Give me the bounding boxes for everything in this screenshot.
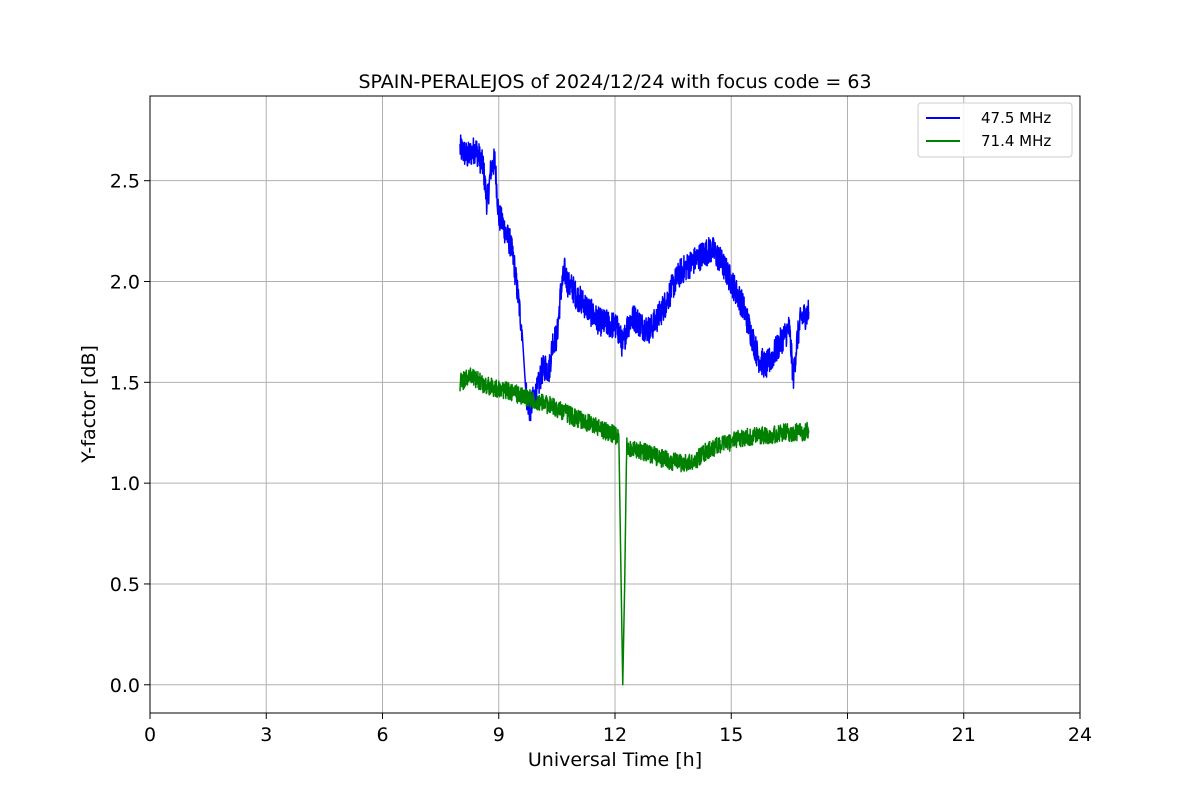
x-tick-label: 3 bbox=[260, 724, 272, 746]
y-tick-label: 0.0 bbox=[110, 675, 140, 697]
x-tick-label: 6 bbox=[376, 724, 388, 746]
x-tick-label: 9 bbox=[493, 724, 505, 746]
legend: 47.5 MHz 71.4 MHz bbox=[917, 102, 1073, 158]
y-tick-label: 2.0 bbox=[110, 272, 140, 294]
legend-box bbox=[917, 102, 1073, 158]
series-line-0 bbox=[459, 134, 810, 422]
x-tick-label: 12 bbox=[603, 724, 627, 746]
x-tick-label: 15 bbox=[719, 724, 743, 746]
y-tick-label: 1.0 bbox=[110, 473, 140, 495]
legend-label-0: 47.5 MHz bbox=[981, 109, 1051, 127]
x-tick-label: 0 bbox=[144, 724, 156, 746]
chart-title: SPAIN-PERALEJOS of 2024/12/24 with focus… bbox=[358, 71, 871, 93]
x-axis-label: Universal Time [h] bbox=[528, 749, 702, 771]
x-tick-label: 21 bbox=[952, 724, 976, 746]
y-axis-label: Y-factor [dB] bbox=[78, 345, 100, 464]
legend-label-1: 71.4 MHz bbox=[981, 132, 1051, 150]
x-tick-label: 24 bbox=[1068, 724, 1092, 746]
ticks: 0 3 6 9 12 15 18 21 24 0.0 0.5 1.0 1.5 2.0 2.5 bbox=[110, 171, 1092, 746]
x-tick-label: 18 bbox=[835, 724, 859, 746]
y-tick-label: 0.5 bbox=[110, 574, 140, 596]
series-layer bbox=[459, 134, 810, 686]
series-line-1 bbox=[459, 367, 810, 686]
y-tick-label: 2.5 bbox=[110, 171, 140, 193]
y-tick-label: 1.5 bbox=[110, 372, 140, 394]
